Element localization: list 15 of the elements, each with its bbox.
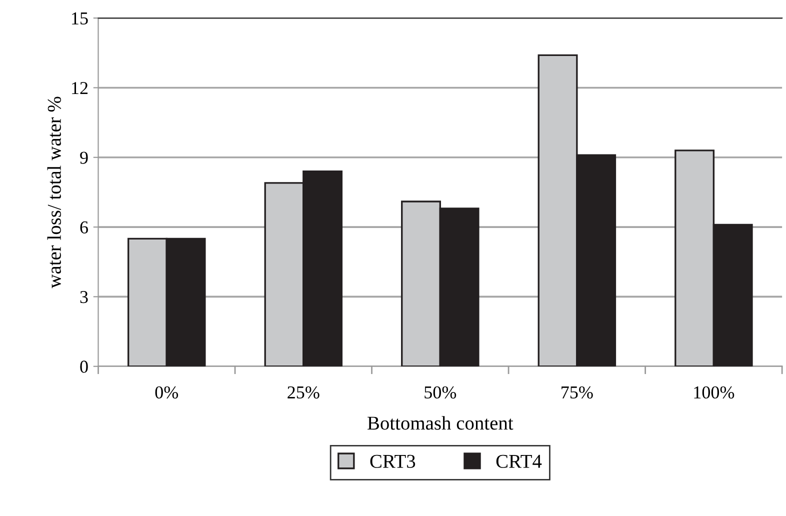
legend-label: CRT3	[370, 454, 416, 468]
x-tick-label: 25%	[288, 386, 320, 399]
x-tick-label: 50%	[424, 386, 456, 399]
y-tick-label: 15	[72, 12, 88, 24]
y-tick-label: 0	[80, 360, 88, 373]
x-tick-label: 100%	[694, 386, 734, 399]
x-tick-label: 0%	[155, 386, 178, 399]
y-tick-label: 3	[80, 291, 88, 304]
y-tick-label: 6	[80, 221, 88, 234]
y-tick-label: 12	[72, 82, 88, 94]
x-tick-label: 75%	[562, 386, 593, 399]
y-tick-label: 9	[80, 152, 88, 164]
y-axis-title: water loss/ total water %	[47, 96, 62, 288]
legend-label: CRT4	[496, 454, 542, 468]
x-axis-title: Bottomash content	[368, 416, 514, 430]
